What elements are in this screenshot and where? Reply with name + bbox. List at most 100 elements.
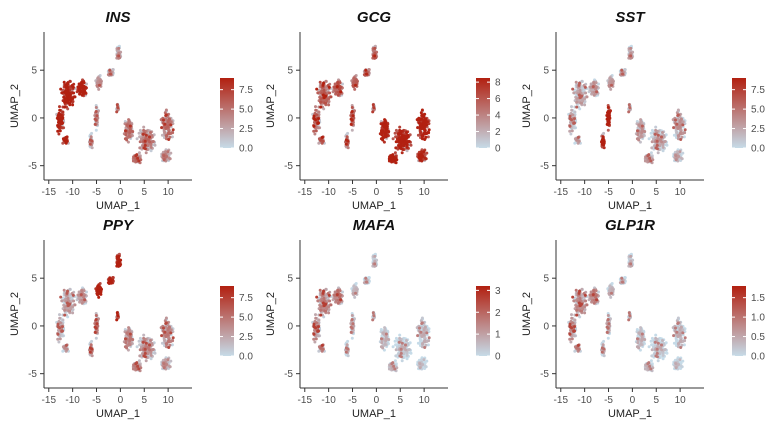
cell-point: [592, 93, 596, 97]
panel-title: PPY: [103, 217, 135, 234]
colorbar-tick-label: 0.0: [239, 144, 253, 155]
cell-point: [166, 125, 170, 128]
cell-point: [160, 126, 164, 130]
cell-point: [124, 129, 127, 133]
cell-point: [61, 325, 64, 329]
cell-point: [650, 146, 654, 150]
y-tick-label: -5: [540, 161, 549, 172]
cell-point: [137, 131, 141, 135]
cell-point: [351, 84, 355, 87]
cell-point: [354, 83, 357, 87]
cell-point: [136, 156, 140, 160]
cell-points: [567, 44, 687, 165]
cell-point: [162, 366, 166, 370]
panel-sst: SST-15 -10 -5 0 5 10-505UMAP_1UMAP_20.02.55.0…: [521, 9, 765, 212]
x-axis-label: UMAP_1: [608, 200, 652, 212]
cell-point: [320, 135, 324, 139]
cell-point: [143, 147, 147, 151]
cell-point: [59, 321, 62, 325]
cell-point: [131, 338, 135, 341]
cell-point: [391, 345, 395, 349]
cell-point: [403, 134, 406, 138]
colorbar: [476, 78, 490, 148]
cell-point: [108, 276, 112, 280]
cell-point: [408, 351, 412, 355]
cell-point: [94, 326, 98, 330]
cell-point: [57, 132, 61, 136]
cell-point: [400, 151, 404, 155]
cell-point: [127, 342, 131, 346]
x-tick-label: 5: [397, 395, 403, 406]
cell-point: [319, 105, 323, 109]
cell-point: [391, 159, 395, 163]
cell-point: [640, 124, 644, 128]
cell-point: [141, 132, 145, 136]
cell-point: [606, 128, 610, 132]
cell-point: [327, 97, 331, 101]
cell-point: [382, 136, 386, 139]
colorbar-tick-label: 5.0: [239, 105, 253, 116]
cell-point: [568, 124, 572, 128]
cell-point: [60, 121, 64, 125]
cell-point: [606, 116, 610, 120]
cell-point: [80, 301, 84, 305]
cell-point: [578, 88, 582, 92]
cell-point: [383, 118, 387, 122]
cell-point: [128, 338, 132, 342]
cell-point: [166, 358, 170, 362]
cell-point: [580, 79, 584, 83]
cell-point: [63, 313, 67, 317]
cell-point: [58, 105, 61, 109]
y-tick-label: 0: [287, 113, 293, 124]
cell-point: [399, 147, 403, 151]
cell-point: [661, 145, 665, 149]
colorbar-tick-label: 7.5: [751, 85, 765, 96]
x-tick-label: 10: [675, 187, 687, 198]
cell-point: [94, 118, 98, 122]
cell-point: [109, 72, 112, 76]
cell-point: [128, 124, 132, 128]
cell-point: [142, 128, 146, 132]
cell-point: [602, 146, 606, 150]
cell-point: [96, 284, 100, 288]
cell-points: [311, 44, 431, 165]
cell-point: [94, 128, 98, 132]
y-axis-label: UMAP_2: [9, 292, 21, 336]
cell-point: [629, 46, 633, 50]
cell-point: [57, 121, 60, 124]
cell-point: [678, 120, 682, 124]
cell-point: [162, 154, 166, 158]
cell-point: [164, 316, 168, 320]
cell-point: [79, 90, 83, 93]
cell-point: [128, 126, 132, 130]
cell-point: [171, 336, 175, 340]
cell-point: [135, 137, 139, 141]
cell-point: [59, 295, 63, 299]
y-tick-label: -5: [28, 369, 37, 380]
cell-point: [162, 362, 166, 366]
cell-point: [148, 140, 152, 144]
cell-point: [62, 80, 66, 84]
cell-point: [654, 128, 658, 132]
x-tick-label: 10: [163, 187, 175, 198]
cell-point: [315, 87, 319, 91]
cell-point: [395, 158, 399, 162]
cell-point: [58, 337, 62, 341]
cell-point: [64, 89, 68, 93]
cell-point: [419, 150, 423, 154]
cell-point: [144, 151, 148, 155]
cell-point: [149, 145, 153, 149]
cell-point: [607, 122, 611, 126]
cell-point: [115, 110, 119, 114]
cell-point: [80, 80, 84, 84]
cell-point: [90, 139, 94, 143]
cell-point: [90, 354, 94, 358]
cell-point: [171, 131, 175, 135]
colorbar: [220, 78, 234, 148]
cell-point: [664, 143, 668, 147]
x-tick-label: -15: [42, 395, 57, 406]
cell-point: [62, 288, 66, 292]
cell-point: [675, 130, 679, 134]
cell-point: [166, 333, 170, 336]
cell-point: [123, 345, 127, 349]
